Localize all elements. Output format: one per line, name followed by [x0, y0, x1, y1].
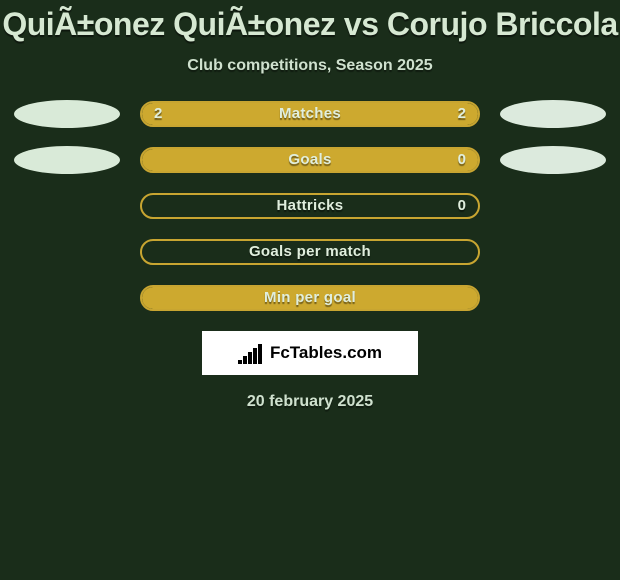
stat-row: Matches2 2: [8, 101, 612, 127]
stat-bar: Goals0: [140, 147, 480, 173]
stat-label: Goals: [142, 151, 478, 168]
stat-label: Matches: [142, 105, 478, 122]
player-left-icon: [14, 100, 120, 128]
page-title: QuiÃ±onez QuiÃ±onez vs Corujo Briccola: [0, 0, 620, 43]
stat-row: Hattricks0: [8, 193, 612, 219]
stat-bar: Matches2 2: [140, 101, 480, 127]
stat-label: Hattricks: [142, 197, 478, 214]
stat-bar: Min per goal: [140, 285, 480, 311]
player-right-icon: [500, 100, 606, 128]
stat-bar: Goals per match: [140, 239, 480, 265]
stat-value-right: 2: [458, 105, 466, 122]
stat-value-right: 0: [458, 197, 466, 214]
stat-rows: Matches22Goals0Hattricks0Goals per match…: [0, 101, 620, 311]
stat-row: Goals0: [8, 147, 612, 173]
date-text: 20 february 2025: [0, 393, 620, 411]
player-right-icon: [500, 146, 606, 174]
stat-row: Min per goal: [8, 285, 612, 311]
stat-label: Min per goal: [142, 289, 478, 306]
player-left-icon: [14, 146, 120, 174]
comparison-card: QuiÃ±onez QuiÃ±onez vs Corujo Briccola C…: [0, 0, 620, 580]
page-subtitle: Club competitions, Season 2025: [0, 57, 620, 75]
logo-box: FcTables.com: [202, 331, 418, 375]
stat-value-left: 2: [154, 105, 162, 122]
stat-label: Goals per match: [142, 243, 478, 260]
stat-row: Goals per match: [8, 239, 612, 265]
stat-bar: Hattricks0: [140, 193, 480, 219]
logo-text: FcTables.com: [270, 343, 382, 363]
stat-value-right: 0: [458, 151, 466, 168]
logo-bars-icon: [238, 342, 264, 364]
